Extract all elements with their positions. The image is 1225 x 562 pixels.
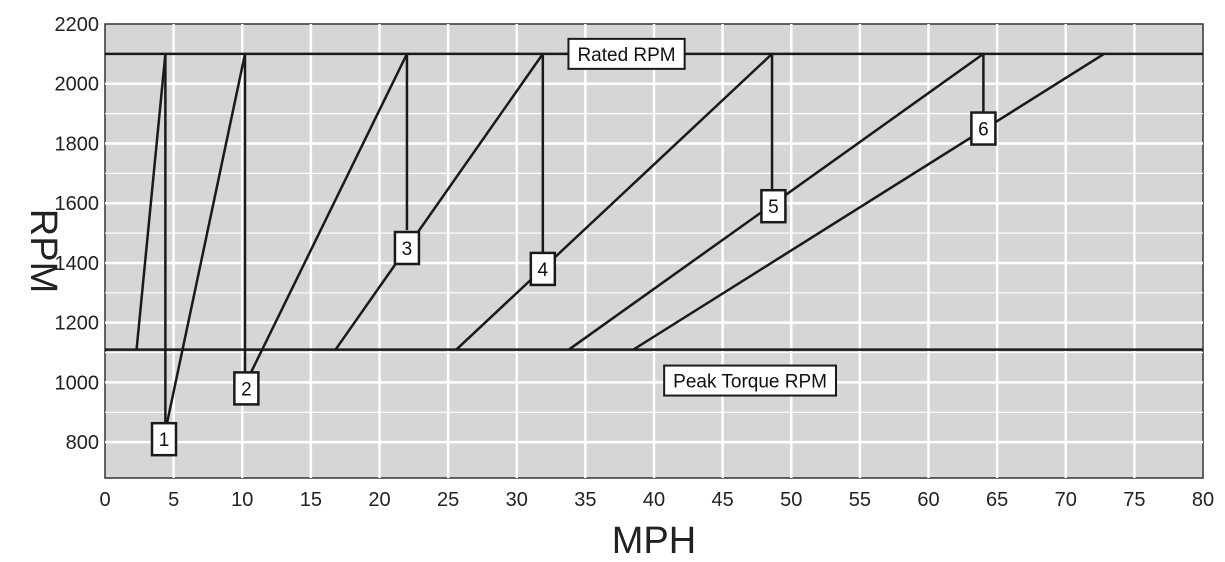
reference-line-label: Peak Torque RPM [673, 372, 827, 393]
y-tick-label: 1200 [55, 313, 100, 335]
x-axis-title: MPH [612, 520, 696, 562]
y-tick-label: 2200 [55, 14, 100, 36]
gear-label: 1 [159, 430, 170, 451]
x-tick-label: 25 [437, 489, 459, 511]
gear-label: 4 [538, 260, 549, 281]
gear-label-box [760, 188, 787, 224]
x-tick-label: 55 [849, 489, 871, 511]
gear-line [249, 53, 409, 375]
gear-label: 2 [241, 379, 252, 400]
x-tick-label: 30 [506, 489, 528, 511]
gear-line [632, 52, 1105, 351]
x-tick-label: 75 [1123, 489, 1145, 511]
x-tick-label: 20 [368, 489, 390, 511]
x-tick-label: 70 [1055, 489, 1077, 511]
gear-line [455, 52, 773, 351]
y-tick-label: 1000 [55, 372, 100, 394]
gear-line [165, 53, 247, 425]
gear-label-box [393, 230, 421, 266]
reference-line-label-box [663, 364, 837, 397]
gear-label-box [233, 371, 260, 406]
x-tick-label: 65 [986, 489, 1008, 511]
x-tick-label: 60 [917, 489, 939, 511]
x-tick-label: 35 [574, 489, 596, 511]
gear-label: 6 [978, 120, 989, 141]
y-tick-label: 2000 [55, 74, 100, 96]
y-tick-label: 1400 [55, 253, 100, 275]
y-tick-label: 1600 [55, 193, 100, 215]
y-tick-label: 800 [66, 432, 99, 454]
gear-label: 3 [402, 239, 413, 260]
y-tick-label: 1800 [55, 133, 100, 155]
gear-label: 5 [768, 197, 779, 218]
x-tick-label: 15 [300, 489, 322, 511]
gear-label-box [970, 111, 997, 146]
reference-line-label-box [567, 37, 686, 70]
gear-label-box [529, 251, 557, 287]
gear-line [135, 53, 167, 350]
x-tick-label: 45 [712, 489, 734, 511]
x-tick-label: 5 [168, 489, 179, 511]
x-tick-label: 50 [780, 489, 802, 511]
gear-label-box [150, 421, 178, 457]
y-axis-title: RPM [22, 209, 64, 293]
gear-line [334, 53, 544, 351]
x-tick-label: 40 [643, 489, 665, 511]
x-tick-label: 0 [99, 489, 110, 511]
x-tick-label: 10 [231, 489, 253, 511]
reference-line-label: Rated RPM [577, 45, 675, 66]
x-tick-label: 80 [1192, 489, 1214, 511]
